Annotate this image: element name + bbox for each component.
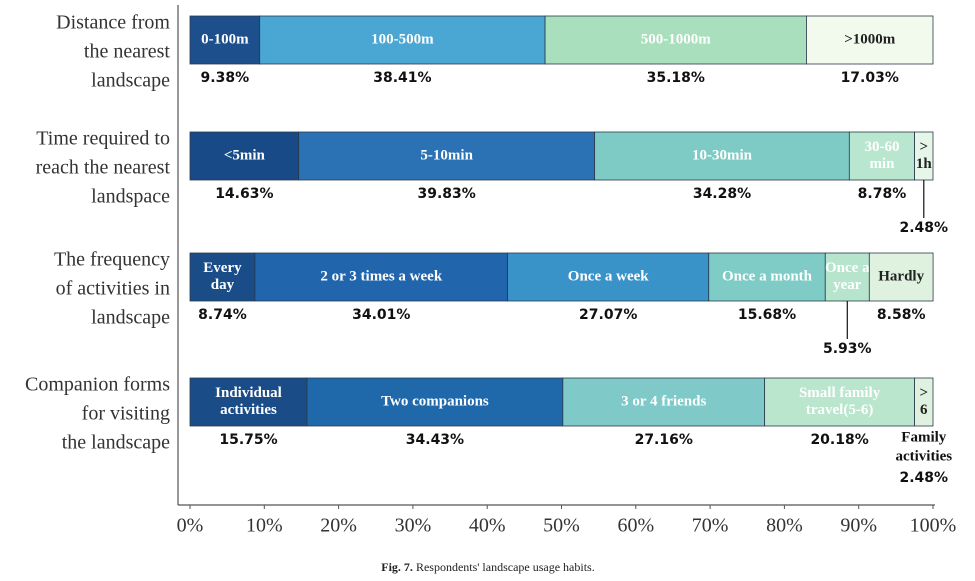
segment-name: 5-10min [420,147,473,163]
segment-name: min [869,156,895,172]
segment-name: 100-500m [371,31,434,47]
bar-segment [507,252,710,302]
value-label: 8.74% [198,307,247,323]
segment-name: year [833,277,862,293]
bar-segment [259,15,546,65]
value-label: 34.43% [406,432,464,448]
segment-name: <5min [224,147,266,163]
value-label: 34.28% [693,186,751,202]
x-tick-label: 20% [320,515,357,537]
value-label: 34.01% [352,307,410,323]
segment-name: 3 or 4 friends [621,393,706,409]
value-label: 14.63% [215,186,273,202]
x-tick-label: 80% [766,515,803,537]
x-tick-label: 50% [543,515,580,537]
x-tick-label: 40% [469,515,506,537]
value-label: 15.75% [219,432,277,448]
outside-name: activities [895,448,952,464]
x-tick-label: 30% [395,515,432,537]
row-label: Distance from [56,12,170,34]
segment-name: 1h [916,156,933,172]
bar-segment [189,377,308,427]
segment-name: Once a week [568,268,649,284]
row-label: landscape [91,70,170,92]
x-tick-label: 10% [246,515,283,537]
segment-name: 10-30min [692,147,753,163]
bar-segment [306,377,564,427]
bar-segment [298,131,596,181]
bar-segment [594,131,850,181]
value-label: 2.48% [899,220,948,236]
x-tick-label: 100% [910,515,957,537]
segment-name: >1000m [844,31,896,47]
row-label: landscape [91,307,170,329]
row-label: for visiting [82,403,170,425]
bar-segment [189,15,261,65]
bar-segment [189,131,300,181]
bar-segment [764,377,915,427]
segment-name: Hardly [878,268,924,284]
value-label: 9.38% [201,70,250,86]
segment-name: 6 [920,402,928,418]
x-tick-label: 60% [617,515,654,537]
value-label: 38.41% [373,70,431,86]
row-label: the nearest [84,41,171,63]
segment-name: day [211,277,235,293]
segment-name: 2 or 3 times a week [320,268,442,284]
caption: Fig. 7. Respondents' landscape usage hab… [381,560,594,574]
segment-name: Individual [215,385,282,401]
x-tick-label: 0% [177,515,204,537]
value-label: 27.16% [635,432,693,448]
segment-name: > [920,385,929,401]
x-tick-label: 90% [840,515,877,537]
segment-name: > [920,139,929,155]
row-label: of activities in [56,278,170,300]
value-label: 5.93% [823,341,872,357]
row-label: The frequency [54,249,170,271]
segment-name: Every [203,260,242,276]
segment-name: 30-60 [864,139,899,155]
value-label: 17.03% [841,70,899,86]
outside-name: Family [901,429,946,445]
bar-segment [189,252,256,302]
bar-segment [544,15,807,65]
bar-segment [562,377,766,427]
segment-name: 0-100m [201,31,249,47]
segment-name: 500-1000m [641,31,711,47]
row-label: landspace [91,186,170,208]
bar-segment [254,252,509,302]
value-label: 20.18% [810,432,868,448]
bar-segment [868,252,934,302]
segment-name: activities [220,402,277,418]
bar-segment [806,15,934,65]
segment-name: Two companions [381,393,489,409]
segment-name: travel(5-6) [806,402,873,418]
segment-name: Once a month [722,268,813,284]
row-label: Time required to [36,128,170,150]
value-label: 39.83% [418,186,476,202]
row-label: reach the nearest [36,157,171,179]
x-tick-label: 70% [692,515,729,537]
bar-segment [914,377,934,427]
caption-label: Fig. 7. [381,560,413,574]
value-label: 15.68% [738,307,796,323]
row-label: the landscape [62,432,170,454]
row-label: Companion forms [25,374,170,396]
segment-name: Small family [799,385,881,401]
segment-name: Once a [825,260,870,276]
value-label: 27.07% [579,307,637,323]
value-label: 2.48% [899,470,948,486]
value-label: 35.18% [647,70,705,86]
value-label: 8.78% [858,186,907,202]
caption-text: Respondents' landscape usage habits. [416,560,595,574]
value-label: 8.58% [877,307,926,323]
